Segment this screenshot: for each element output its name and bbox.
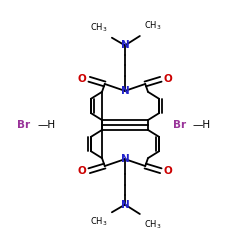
Text: N: N xyxy=(120,154,130,164)
Text: N: N xyxy=(120,200,130,209)
Text: CH$_3$: CH$_3$ xyxy=(144,218,162,231)
Text: O: O xyxy=(78,166,87,176)
Text: CH$_3$: CH$_3$ xyxy=(90,216,107,228)
Text: —H: —H xyxy=(193,120,211,130)
Text: O: O xyxy=(78,74,87,84)
Text: —H: —H xyxy=(37,120,55,130)
Text: CH$_3$: CH$_3$ xyxy=(90,22,107,34)
Text: Br: Br xyxy=(17,120,30,130)
Text: O: O xyxy=(163,166,172,176)
Text: N: N xyxy=(120,40,130,50)
Text: N: N xyxy=(120,86,130,96)
Text: O: O xyxy=(163,74,172,84)
Text: CH$_3$: CH$_3$ xyxy=(144,19,162,32)
Text: Br: Br xyxy=(173,120,186,130)
